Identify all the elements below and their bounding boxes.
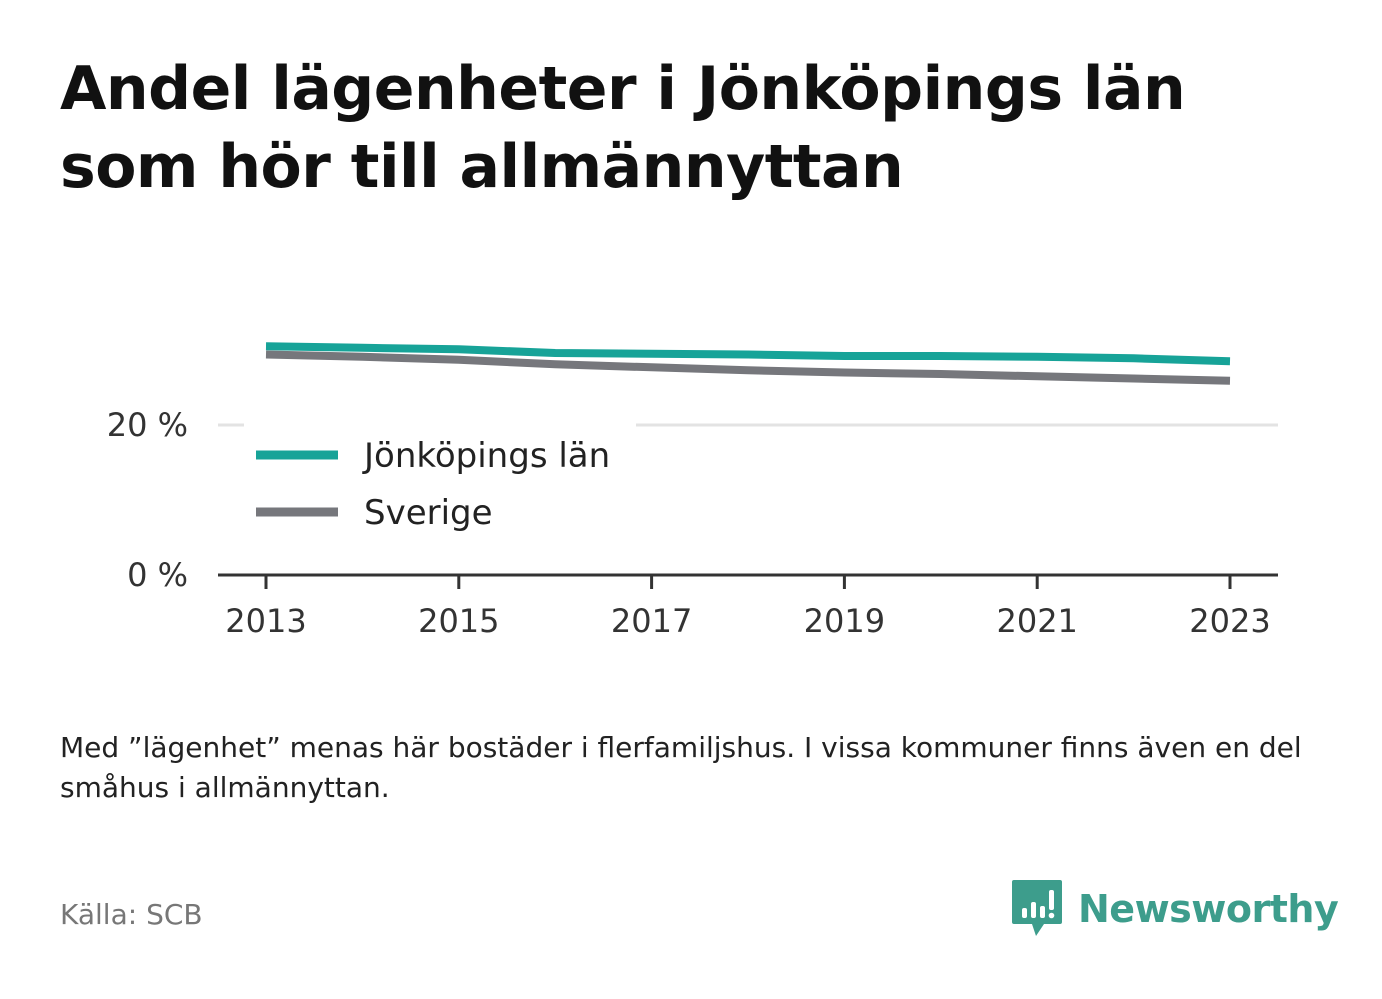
- y-tick-label: 20 %: [107, 406, 188, 444]
- y-tick-label: 0 %: [127, 556, 188, 594]
- x-tick-label: 2023: [1189, 602, 1270, 640]
- legend-label: Sverige: [364, 493, 493, 533]
- series-line-jönköpings-län: [265, 342, 1231, 366]
- x-tick-label: 2017: [611, 602, 692, 640]
- x-tick-label: 2013: [225, 602, 306, 640]
- series-line-sverige: [265, 350, 1231, 385]
- brand-name: Newsworthy: [1078, 887, 1339, 931]
- chart-note: Med ”lägenhet” menas här bostäder i fler…: [60, 731, 1302, 804]
- legend-label: Jönköpings län: [362, 436, 610, 476]
- source-label: Källa: SCB: [60, 898, 203, 931]
- x-tick-label: 2021: [996, 602, 1077, 640]
- line-chart: 0 % 20 % 2013 2015 2017 2019 2021 2023 Jönköping…: [107, 342, 1278, 640]
- x-tick-label: 2019: [804, 602, 885, 640]
- legend-background: [244, 420, 636, 550]
- bar-chart-speech-bubble-icon: [1012, 880, 1062, 936]
- chart-title: Andel lägenheter i Jönköpings län som hö…: [60, 54, 1186, 202]
- x-tick-label: 2015: [418, 602, 499, 640]
- newsworthy-logo[interactable]: Newsworthy: [1010, 878, 1339, 940]
